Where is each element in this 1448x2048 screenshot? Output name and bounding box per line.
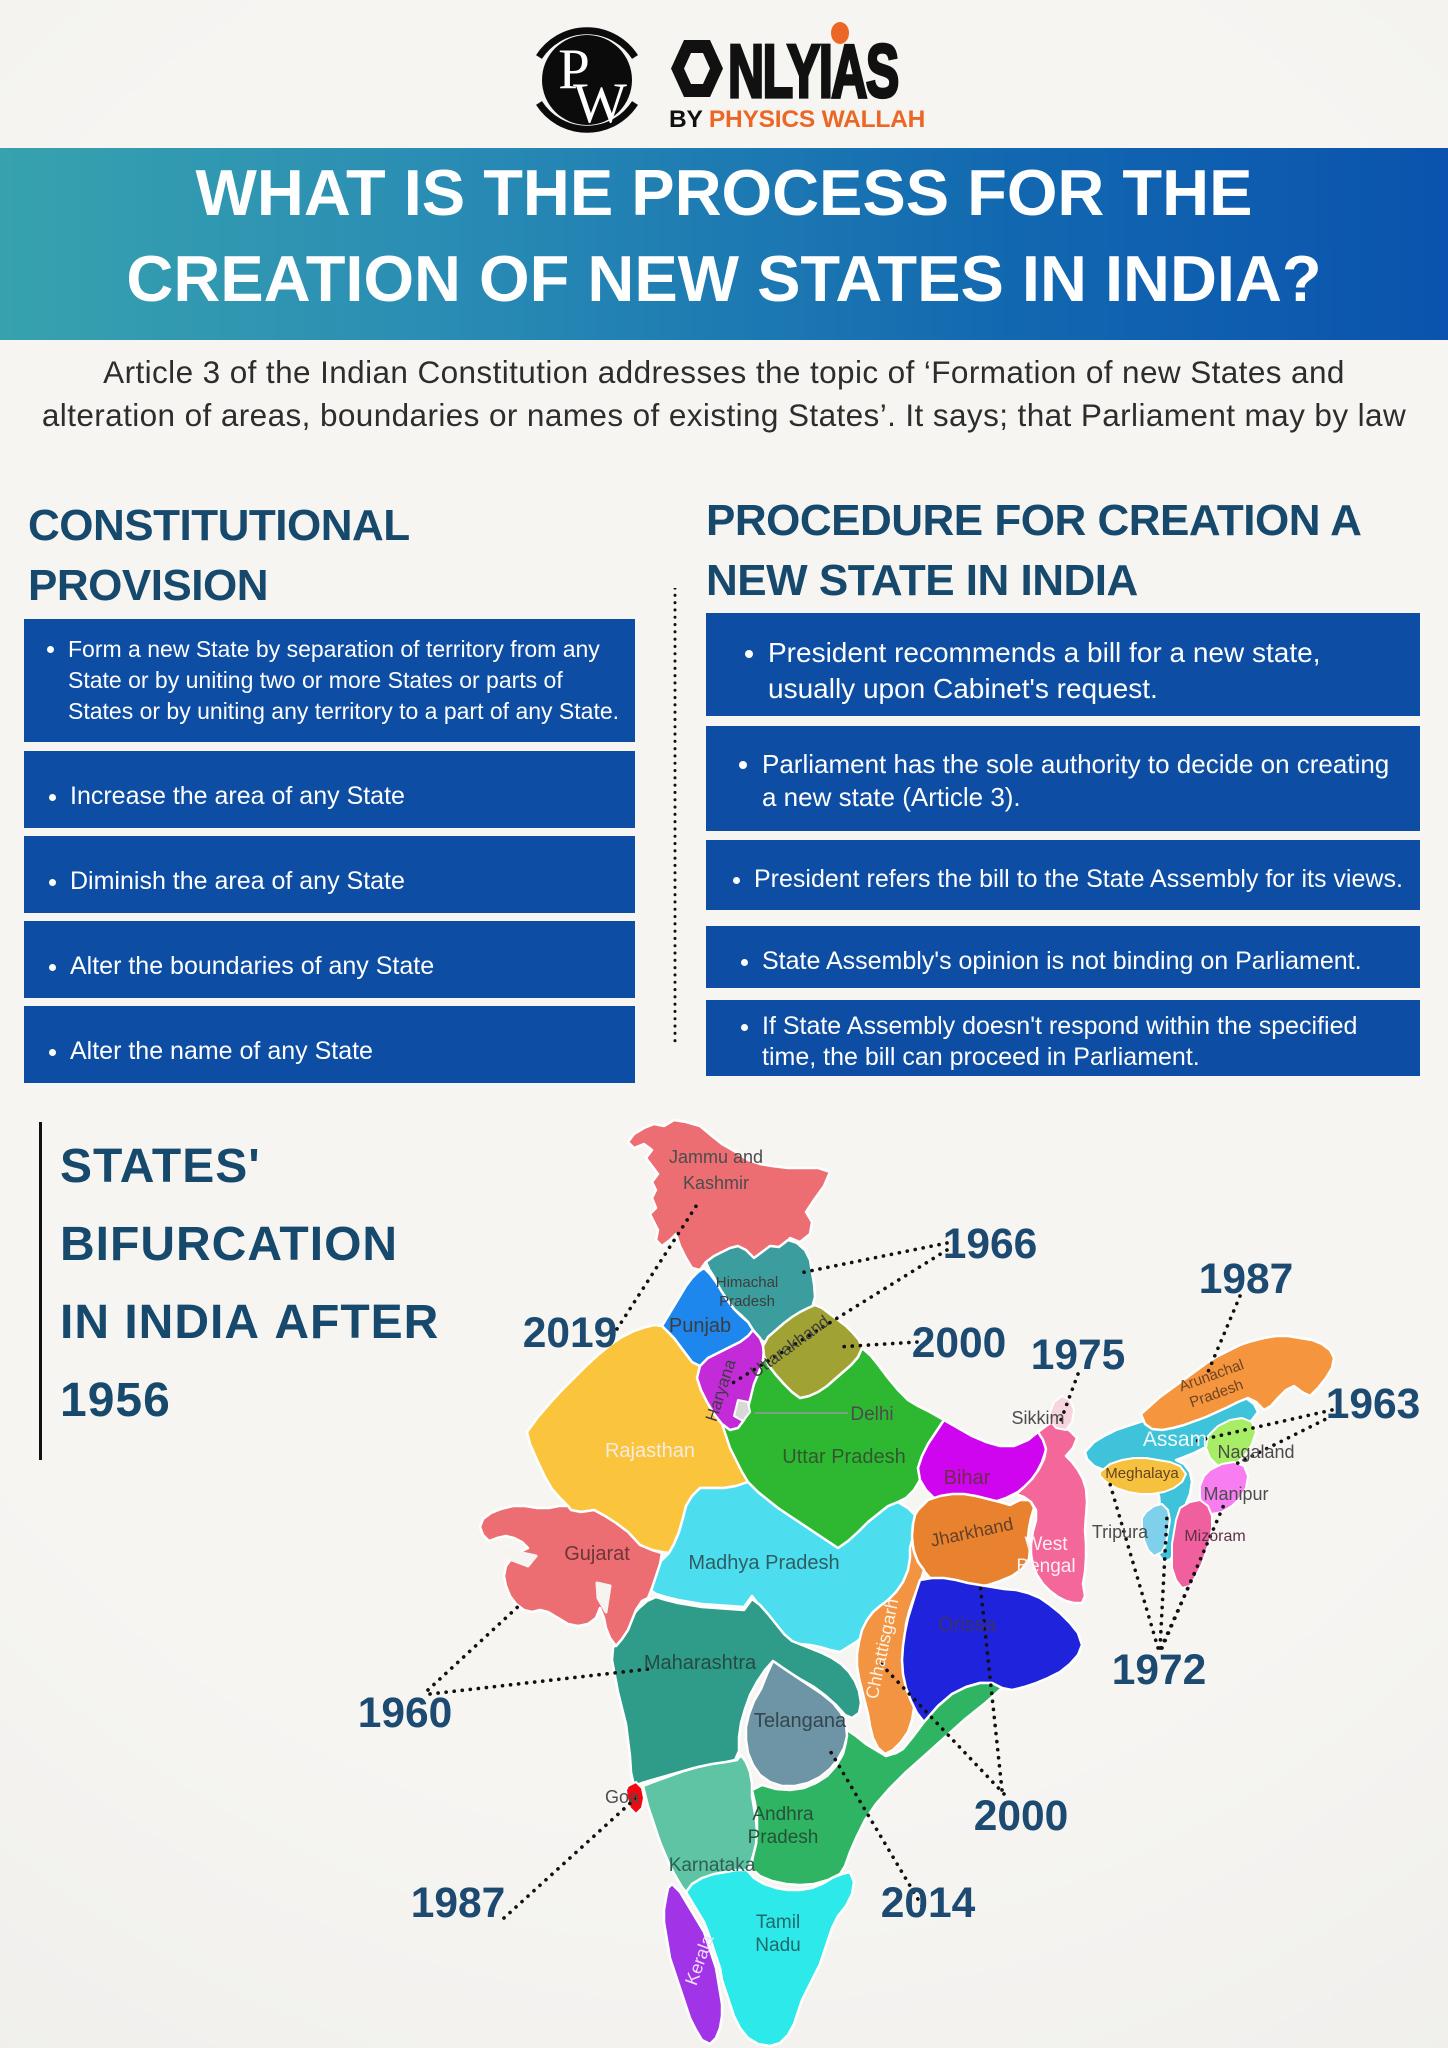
svg-text:West: West (1025, 1534, 1069, 1555)
svg-text:2000: 2000 (974, 1793, 1069, 1840)
svg-text:2000: 2000 (912, 1320, 1007, 1367)
svg-text:Pradesh: Pradesh (748, 1827, 819, 1848)
svg-text:Bengal: Bengal (1016, 1556, 1075, 1577)
svg-text:Tamil: Tamil (756, 1912, 800, 1933)
svg-text:2014: 2014 (881, 1880, 976, 1927)
svg-text:Andhra: Andhra (752, 1804, 814, 1825)
svg-text:Orissa: Orissa (938, 1614, 997, 1636)
svg-text:Manipur: Manipur (1203, 1484, 1268, 1504)
svg-text:1963: 1963 (1326, 1381, 1421, 1428)
svg-text:Sikkim: Sikkim (1012, 1408, 1065, 1428)
svg-text:Madhya Pradesh: Madhya Pradesh (688, 1552, 839, 1574)
svg-text:Bihar: Bihar (944, 1467, 991, 1489)
svg-text:Punjab: Punjab (669, 1315, 731, 1337)
svg-text:Nagaland: Nagaland (1217, 1442, 1294, 1462)
svg-text:Jammu and: Jammu and (669, 1147, 763, 1167)
svg-text:Delhi: Delhi (850, 1404, 893, 1425)
svg-text:Himachal: Himachal (716, 1274, 779, 1291)
svg-text:1987: 1987 (1199, 1256, 1294, 1303)
svg-text:1975: 1975 (1031, 1332, 1126, 1379)
svg-text:Nadu: Nadu (755, 1935, 800, 1956)
svg-text:NLYIAS: NLYIAS (728, 29, 898, 114)
svg-text:1966: 1966 (943, 1221, 1038, 1268)
svg-text:Karnataka: Karnataka (669, 1855, 756, 1876)
svg-text:W: W (573, 72, 627, 135)
svg-text:Telangana: Telangana (754, 1710, 847, 1732)
svg-text:BY PHYSICS WALLAH: BY PHYSICS WALLAH (669, 106, 925, 133)
svg-text:1987: 1987 (411, 1880, 506, 1927)
svg-text:Kashmir: Kashmir (683, 1173, 749, 1193)
svg-text:Pradesh: Pradesh (719, 1293, 775, 1310)
svg-text:Mizoram: Mizoram (1184, 1528, 1245, 1545)
svg-text:1960: 1960 (358, 1690, 453, 1737)
svg-text:Tripura: Tripura (1092, 1522, 1149, 1542)
svg-text:Meghalaya: Meghalaya (1105, 1465, 1179, 1482)
svg-text:Maharashtra: Maharashtra (644, 1652, 757, 1674)
svg-text:Uttar Pradesh: Uttar Pradesh (782, 1446, 905, 1468)
svg-text:P: P (558, 38, 590, 101)
svg-text:Gujarat: Gujarat (564, 1543, 630, 1565)
svg-text:1972: 1972 (1112, 1647, 1207, 1694)
svg-text:2019: 2019 (523, 1310, 618, 1357)
svg-text:Rajasthan: Rajasthan (605, 1440, 695, 1462)
svg-text:Assam: Assam (1143, 1428, 1207, 1451)
svg-text:Goa: Goa (605, 1787, 640, 1807)
